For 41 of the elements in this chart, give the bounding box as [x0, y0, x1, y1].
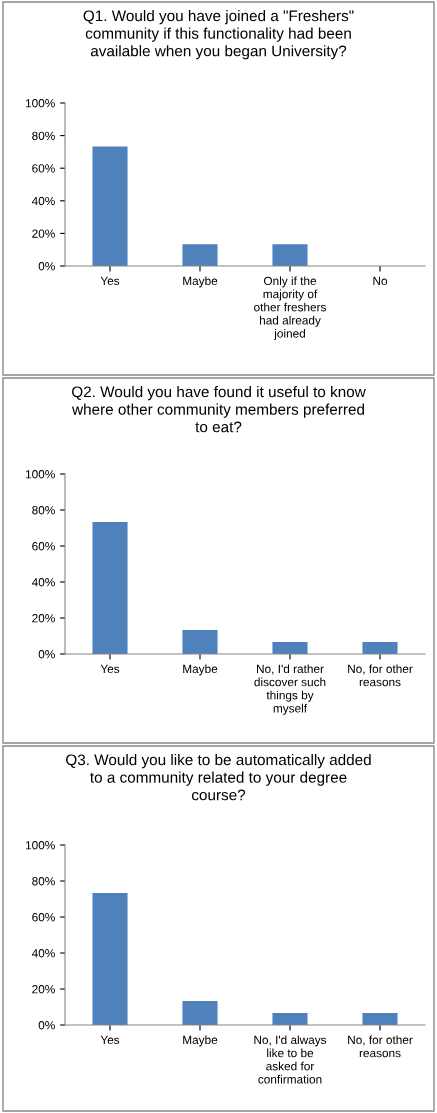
- y-tick-label: 0%: [38, 262, 55, 271]
- x-tick-label: Maybe: [183, 276, 218, 288]
- y-tick-label: 60%: [32, 542, 55, 551]
- x-tick-label: Yes: [100, 664, 120, 674]
- x-tick-label: Only if the majority of other freshers had already joined: [254, 276, 326, 340]
- y-tick-label: 40%: [31, 949, 55, 958]
- bar: [92, 893, 128, 1025]
- y-tick-label: 60%: [32, 913, 55, 922]
- y-tick-label: 40%: [31, 196, 55, 206]
- bar: [92, 522, 128, 654]
- x-tick-label: Yes: [100, 276, 120, 286]
- y-tick-label: 0%: [38, 1021, 55, 1030]
- x-tick-label: Yes: [100, 1035, 120, 1045]
- y-tick-label: 80%: [32, 131, 55, 140]
- bar: [362, 1012, 398, 1025]
- y-tick-label: 20%: [32, 614, 55, 623]
- y-tick-label: 40%: [31, 578, 55, 587]
- bar: [362, 641, 398, 654]
- x-tick-label: Maybe: [183, 664, 218, 676]
- x-tick-label: Maybe: [183, 1035, 218, 1047]
- y-tick-label: 100%: [25, 841, 55, 850]
- y-tick-label: 0%: [38, 650, 55, 659]
- x-tick-label: No, for other reasons: [348, 664, 413, 687]
- x-tick-label: No, I'd always like to be asked for confirmation: [254, 1035, 327, 1084]
- y-tick-label: 20%: [32, 985, 55, 994]
- x-tick-label: No, for other reasons: [348, 1035, 413, 1058]
- y-tick-label: 80%: [32, 506, 55, 515]
- bar: [272, 641, 308, 654]
- x-tick-label: No: [373, 276, 388, 286]
- y-tick-label: 100%: [25, 470, 55, 479]
- y-tick-label: 80%: [32, 877, 55, 886]
- bar: [182, 630, 218, 654]
- y-tick-label: 60%: [32, 164, 55, 173]
- bar: [182, 1001, 218, 1025]
- chart-title: Q2. Would you have found it useful to know where other community members preferred to eat?: [72, 386, 366, 433]
- y-tick-label: 100%: [25, 99, 55, 108]
- y-tick-label: 20%: [32, 229, 55, 238]
- chart-title: Q3. Would you like to be automatically added to a community related to your degree course?: [66, 754, 371, 801]
- bar: [272, 1012, 308, 1025]
- chart-title: Q1. Would you have joined a "Freshers" community if this functionality had been available when you began University?: [83, 10, 354, 60]
- x-tick-label: No, I'd rather discover such things by myself: [254, 664, 326, 715]
